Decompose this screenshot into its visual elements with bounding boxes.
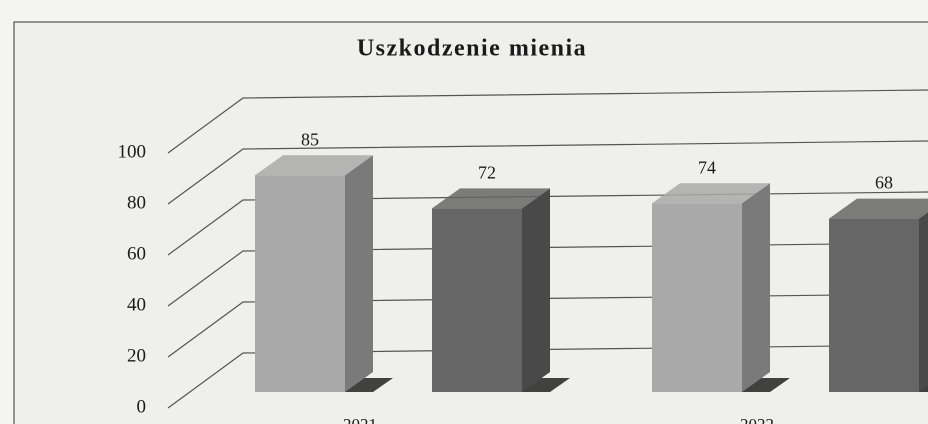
bar — [829, 218, 919, 392]
grid-line — [167, 89, 928, 154]
y-tick-label: 100 — [118, 141, 147, 162]
bar-side — [345, 155, 373, 392]
bar-top — [652, 183, 770, 204]
bar-side — [742, 183, 770, 392]
y-tick-label: 40 — [127, 294, 146, 315]
y-tick-label: 60 — [127, 243, 146, 264]
bar — [255, 175, 345, 392]
grid: 0 20 40 60 80 100 — [118, 89, 928, 417]
data-label: 74 — [698, 157, 716, 177]
data-label: 72 — [478, 163, 496, 183]
bar-side — [522, 188, 550, 392]
y-tick-label: 20 — [127, 345, 146, 366]
bar — [652, 203, 742, 392]
bar-top — [432, 188, 550, 209]
bar-top — [829, 198, 928, 219]
bar-side — [919, 212, 928, 392]
chart-title: Uszkodzenie mienia — [357, 36, 587, 62]
x-tick-label: 2021 — [343, 415, 377, 424]
bar — [432, 208, 522, 392]
bars: 85 72 2021 74 68 2022 — [255, 129, 928, 424]
bar-top — [255, 155, 373, 176]
y-tick-label: 0 — [137, 396, 147, 417]
x-tick-label: 2022 — [740, 415, 774, 424]
y-tick-label: 80 — [127, 192, 146, 213]
data-label: 68 — [875, 173, 893, 193]
grid-line — [167, 140, 928, 205]
data-label: 85 — [301, 129, 319, 149]
